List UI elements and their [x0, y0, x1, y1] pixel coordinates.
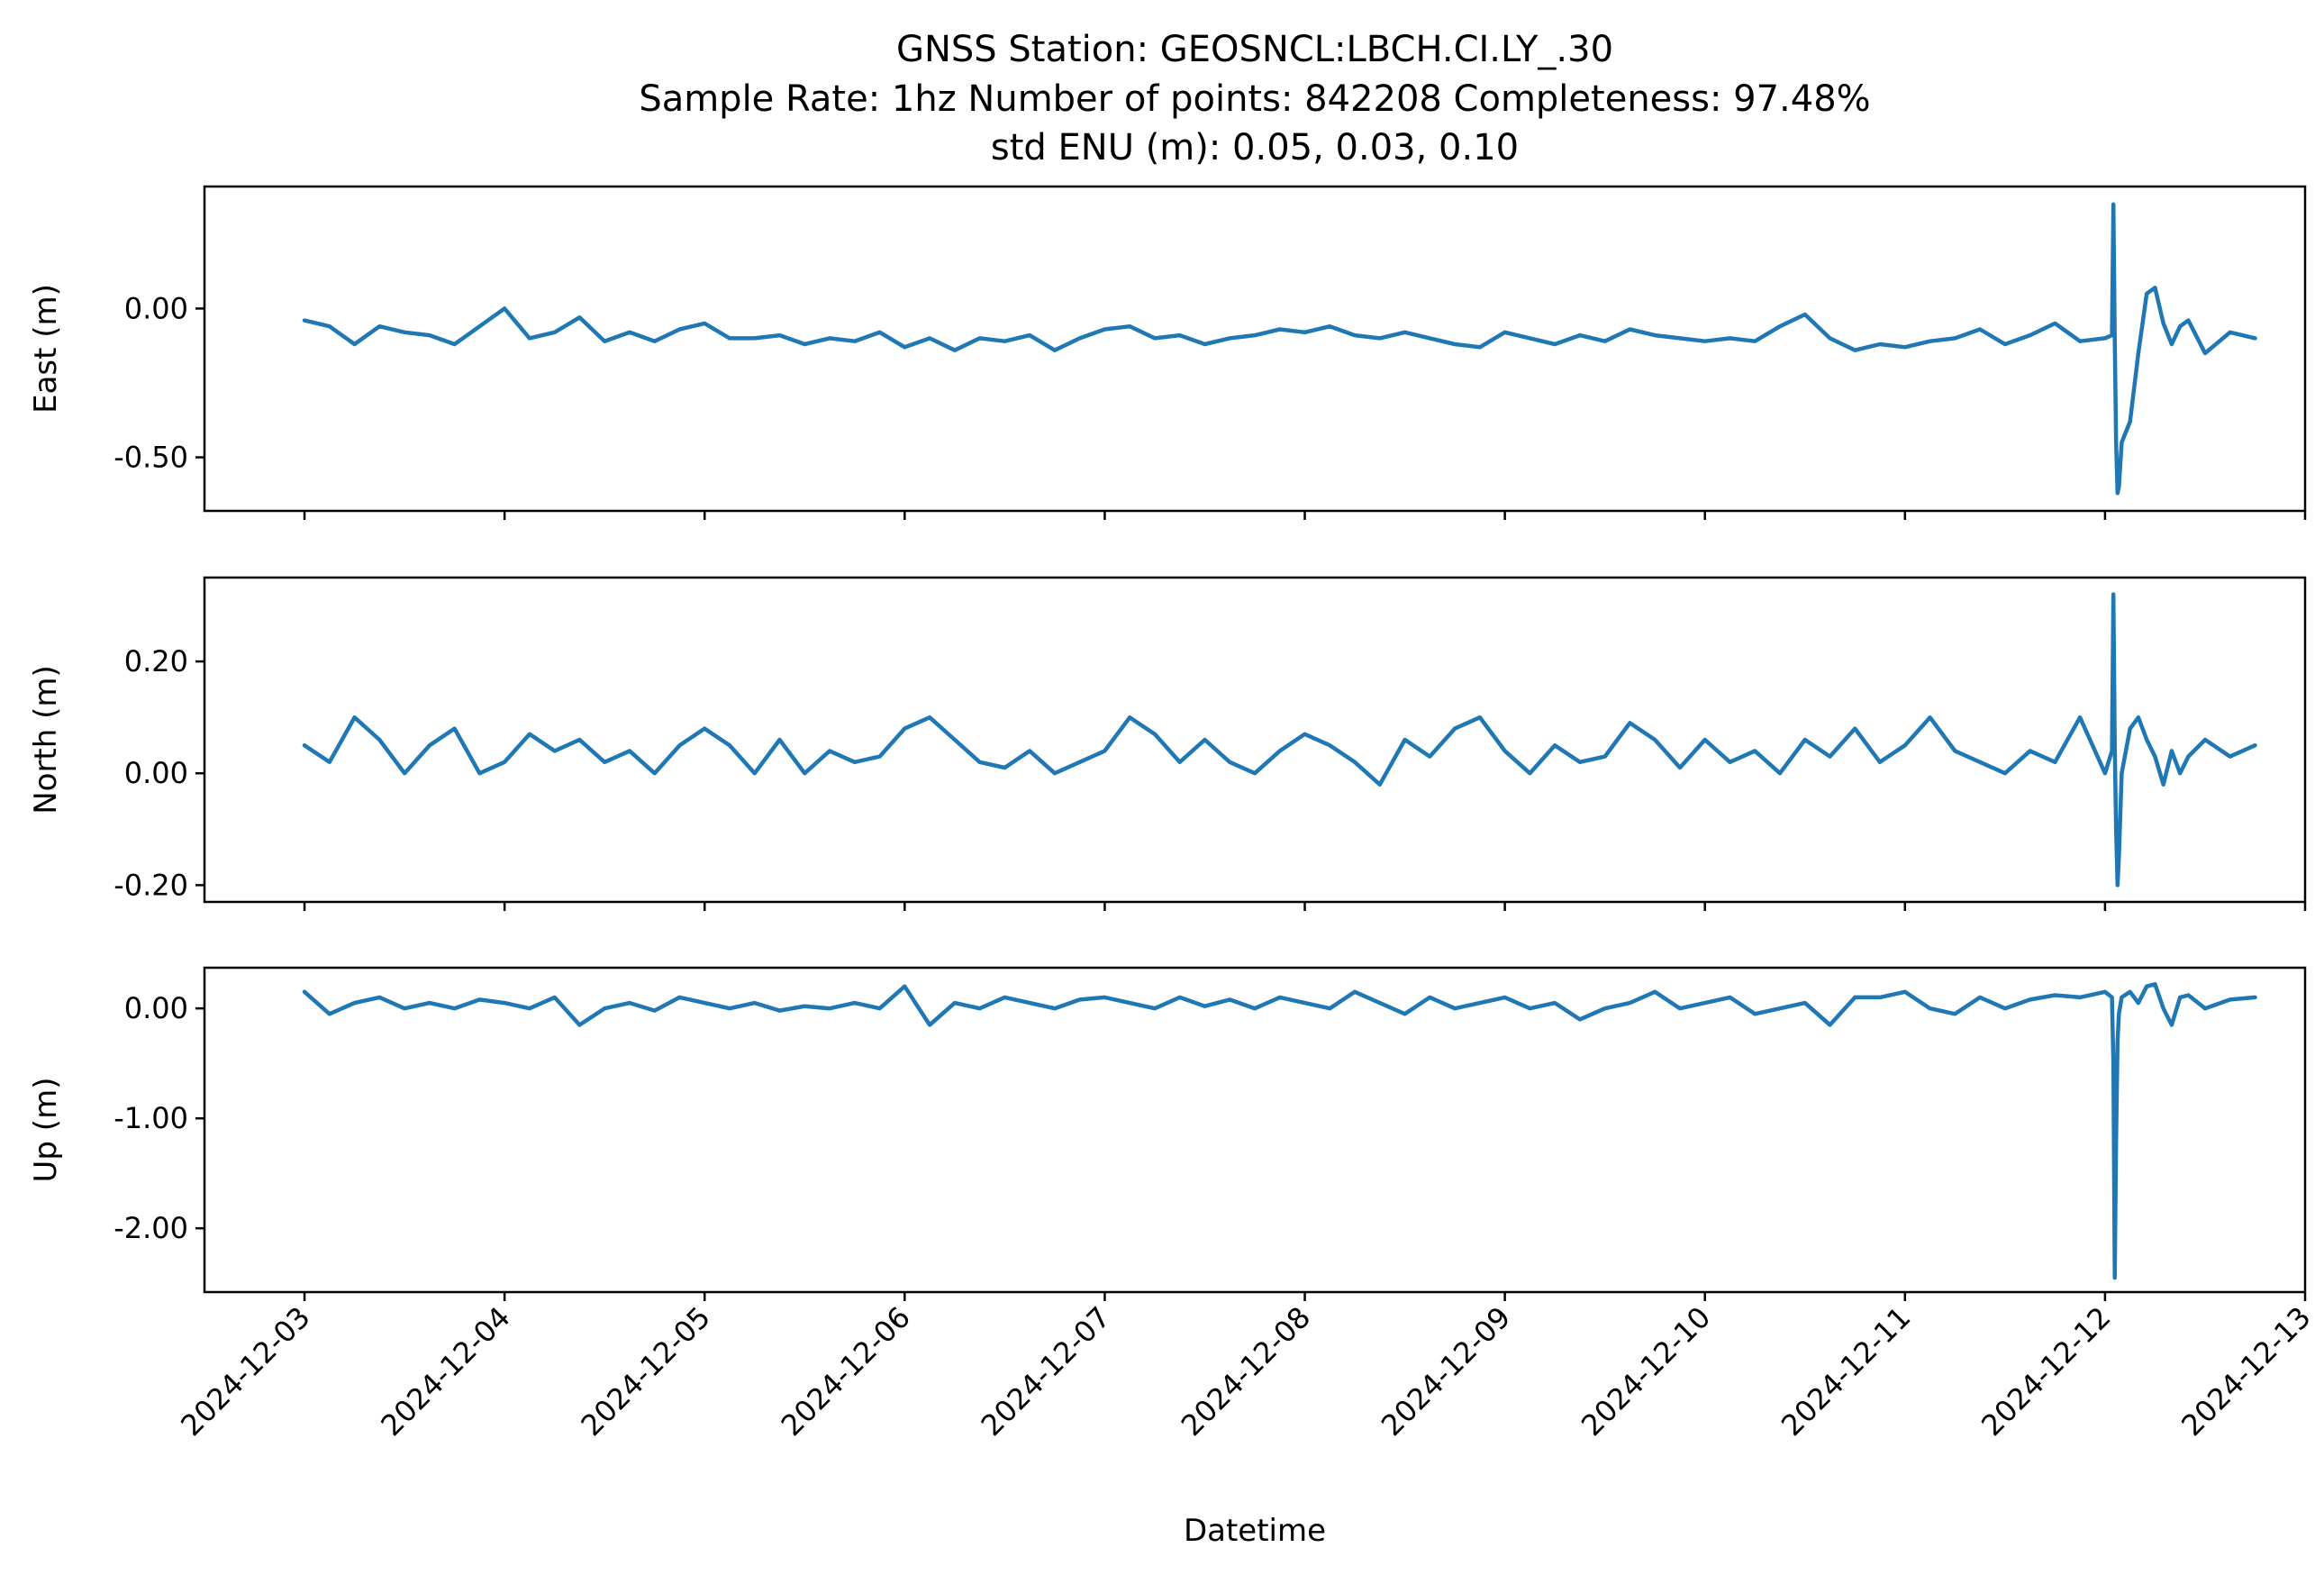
y-axis-label: Up (m) — [28, 1078, 64, 1183]
x-tick-label: 2024-12-08 — [1175, 1300, 1317, 1443]
series-line — [302, 982, 2257, 1280]
y-tick-label: -2.00 — [113, 1211, 188, 1245]
y-tick-label: -1.00 — [113, 1101, 188, 1135]
x-tick-label: 2024-12-07 — [975, 1300, 1117, 1443]
x-tick-label: 2024-12-04 — [374, 1300, 516, 1443]
x-tick-label: 2024-12-10 — [1575, 1300, 1717, 1443]
y-tick-label: 0.00 — [124, 756, 188, 790]
x-tick-label: 2024-12-03 — [174, 1300, 316, 1443]
y-tick-label: -0.20 — [113, 868, 188, 902]
x-axis-label: Datetime — [1184, 1513, 1326, 1549]
y-tick-label: -0.50 — [113, 441, 188, 475]
y-tick-label: 0.00 — [124, 991, 188, 1025]
y-axis-label: North (m) — [28, 665, 64, 815]
y-tick-label: 0.00 — [124, 291, 188, 325]
chart-title-line-1: GNSS Station: GEOSNCL:LBCH.CI.LY_.30 — [896, 29, 1613, 70]
plot-frame — [203, 966, 2307, 1294]
chart-title-line-2: Sample Rate: 1hz Number of points: 84220… — [639, 78, 1870, 120]
plot-frame — [203, 576, 2307, 904]
x-tick-label: 2024-12-05 — [575, 1300, 717, 1443]
y-tick-label: 0.20 — [124, 644, 188, 678]
x-tick-label: 2024-12-11 — [1775, 1300, 1917, 1443]
x-tick-label: 2024-12-06 — [775, 1300, 917, 1443]
series-line — [302, 592, 2257, 888]
subplot-1: 0.00 -0.50 East (m) — [28, 185, 2307, 520]
subplot-3: 0.00 -1.00 -2.00 Up (m) — [28, 966, 2307, 1301]
x-tick-label: 2024-12-12 — [1974, 1300, 2117, 1443]
series-line — [302, 202, 2257, 496]
chart-title-line-3: std ENU (m): 0.05, 0.03, 0.10 — [991, 127, 1519, 168]
subplot-2: 0.20 0.00 -0.20 North (m) — [28, 576, 2307, 911]
x-tick-label: 2024-12-09 — [1375, 1300, 1517, 1443]
plot-frame — [203, 185, 2307, 513]
x-tick-label: 2024-12-13 — [2174, 1300, 2317, 1443]
y-axis-label: East (m) — [28, 284, 64, 414]
